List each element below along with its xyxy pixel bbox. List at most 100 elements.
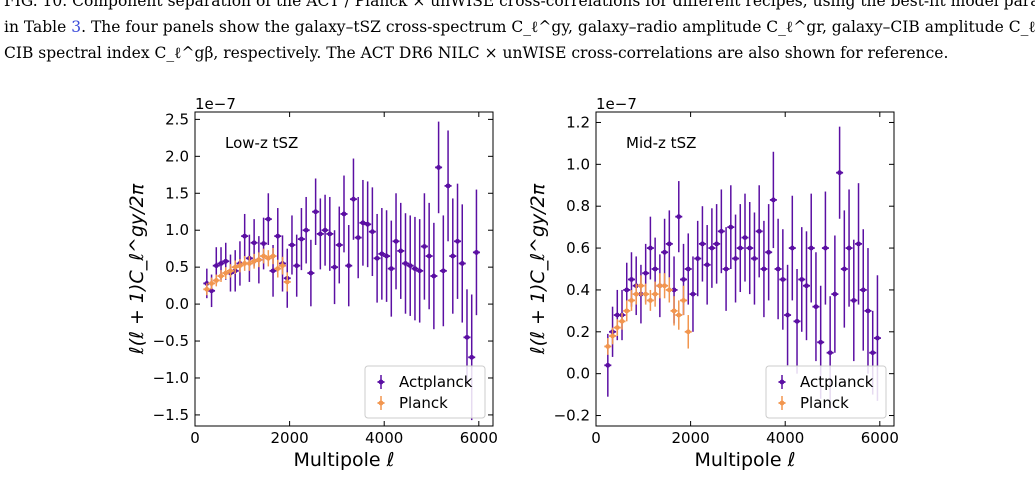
data-point [629,277,634,282]
data-point [629,298,634,303]
caption-line-1: FIG. 10. Component separation of the ACT… [4,0,1035,10]
data-point [837,170,843,176]
data-point [469,354,475,360]
chart-panel-1: 0 2000 4000 6000 −1.5 −1.0 −0.5 0.0 0.5 1.0 1.5 2.0… [126,95,498,471]
data-point [322,227,328,233]
data-point [875,335,880,341]
data-point [690,291,696,297]
data-point [671,287,677,293]
panel-label: Mid-z tSZ [626,134,696,152]
data-point [313,209,319,215]
data-point [808,245,814,251]
data-point [827,350,833,356]
data-point [846,245,852,251]
data-point [752,256,757,261]
data-point [794,318,800,324]
data-point [209,281,214,286]
data-point [228,268,233,274]
x-tick-label: 6000 [460,429,498,447]
data-point [662,249,667,255]
series-planck [203,247,291,296]
data-point [676,312,682,318]
data-point [242,233,248,239]
data-point [450,253,456,259]
data-point [218,273,224,279]
data-point [303,227,309,233]
y-axis-label: ℓ(ℓ + 1)C_ℓ^gy/2π [126,183,148,355]
legend-box [364,365,486,419]
data-point [369,229,375,235]
caption-line-3: CIB spectral index C_ℓ^gβ, respectively.… [4,44,949,62]
data-point [666,241,672,247]
data-point [346,263,352,269]
data-point [666,287,672,293]
data-point [327,231,333,237]
data-point [742,235,748,241]
data-point [614,325,620,331]
data-point [308,270,314,276]
x-tick-label: 6000 [861,429,899,447]
data-point [294,263,300,269]
figure-caption: FIG. 10. Component separation of the ACT… [0,0,1035,66]
data-point [474,249,479,255]
y-tick-label: 1.0 [566,155,590,173]
data-point [336,242,342,248]
legend-label: Planck [800,394,849,412]
data-point [265,255,271,261]
data-point [685,266,691,272]
data-point [374,255,380,261]
data-point [417,268,423,274]
data-point [860,287,866,293]
data-point [799,277,805,282]
data-point [246,261,252,266]
data-point [652,291,658,297]
data-point [431,273,437,279]
data-point [733,256,738,261]
x-tick-label: 4000 [365,429,403,447]
scale-label: 1e−7 [195,95,236,113]
data-point [775,266,781,272]
y-tick-label: −1.5 [153,406,189,424]
data-point [280,263,285,269]
data-point [256,257,262,263]
data-point [671,308,677,314]
data-point [789,245,795,251]
data-point [459,261,465,266]
axes-frame [595,111,895,427]
data-point [647,245,653,251]
data-point [856,241,861,247]
data-point [865,308,871,314]
data-point [737,245,743,251]
data-point [700,241,705,247]
data-point [464,334,470,340]
data-point [445,183,451,189]
y-tick-label: 2.5 [165,110,189,128]
data-point [766,249,772,255]
data-point [426,253,432,259]
data-point [384,253,389,259]
legend-marker [779,379,785,385]
y-tick-label: 1.5 [165,184,189,202]
data-point [284,279,290,285]
legend-label: Actplanck [800,373,874,391]
data-point [440,268,446,274]
data-point [398,248,404,254]
scale-label: 1e−7 [596,95,637,113]
data-point [832,291,838,297]
data-point [851,298,857,303]
data-point [299,236,304,242]
legend-marker [779,400,785,406]
x-axis-label: Multipole ℓ [695,449,796,471]
data-point [355,235,361,241]
y-tick-label: 2.0 [165,147,189,165]
data-point [270,253,276,259]
data-point [804,283,809,289]
y-tick-label: −0.5 [153,332,189,350]
table-reference-link[interactable]: 3 [71,18,82,36]
data-point [209,288,214,294]
data-point [275,266,281,272]
y-tick-label: 0.5 [165,258,189,276]
y-tick-label: 1.2 [566,113,590,131]
y-tick-label: 0.0 [566,365,590,383]
data-point [652,266,658,272]
